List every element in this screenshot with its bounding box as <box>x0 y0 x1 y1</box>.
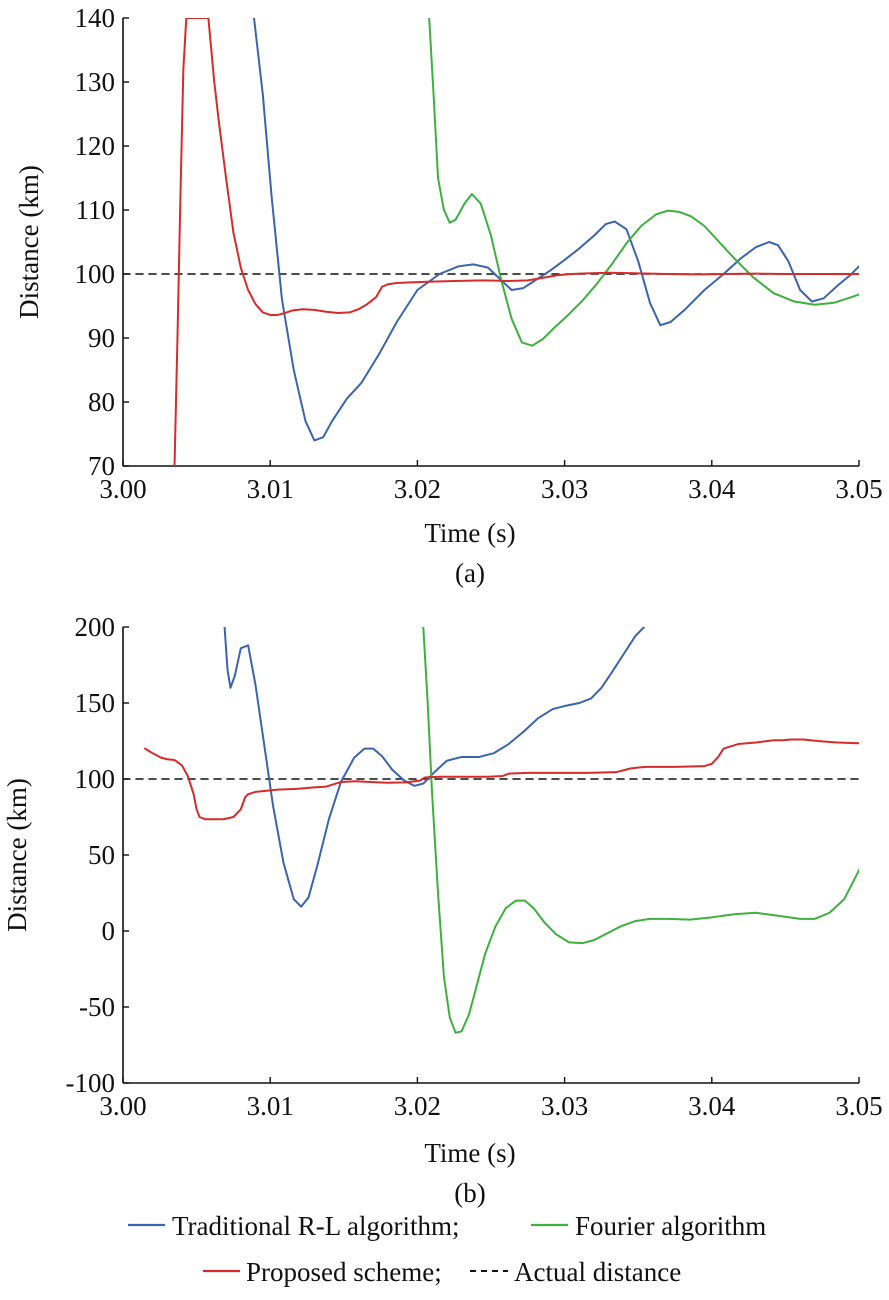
legend-label-fourier: Fourier algorithm <box>575 1211 766 1241</box>
x-tick-label: 3.05 <box>835 474 882 504</box>
panel-label-a: (a) <box>455 558 485 588</box>
axes-b <box>122 627 859 1084</box>
x-tick-label: 3.00 <box>99 474 146 504</box>
ticks-a: 70 80 90 100 110 120 130 140 3.00 3.01 3.02 3.03 3.0… <box>75 3 883 504</box>
x-tick-label: 3.04 <box>688 474 736 504</box>
panel-label-b: (b) <box>454 1178 485 1208</box>
series-line-fourier-a <box>428 18 859 347</box>
series-line-rl-a <box>253 18 859 442</box>
x-tick-label: 3.05 <box>835 1091 882 1121</box>
y-tick-label: 100 <box>75 764 116 794</box>
y-tick-label: 140 <box>75 3 116 33</box>
x-tick-label: 3.01 <box>247 1091 294 1121</box>
x-tick-label: 3.01 <box>247 474 294 504</box>
y-tick-label: 0 <box>102 916 116 946</box>
y-tick-label: 120 <box>75 131 116 161</box>
y-tick-label: 100 <box>75 259 116 289</box>
series-a <box>123 18 859 466</box>
x-axis-label-a: Time (s) <box>424 518 515 548</box>
y-tick-label: 50 <box>88 840 115 870</box>
x-tick-label: 3.03 <box>541 1091 588 1121</box>
axes-a <box>122 18 859 467</box>
y-tick-label: 150 <box>75 688 116 718</box>
series-b <box>123 627 859 1034</box>
y-tick-label: -50 <box>79 992 115 1022</box>
y-tick-label: 90 <box>88 323 115 353</box>
chart-panel-a: 70 80 90 100 110 120 130 140 3.00 3.01 3.02 3.03 3.0… <box>14 3 883 588</box>
ticks-b: -100 -50 0 50 100 150 200 3.00 3.01 3.02 3.03 3.04 3… <box>66 612 883 1121</box>
y-tick-label: 70 <box>88 451 115 481</box>
series-line-proposed-a <box>173 18 859 466</box>
series-line-fourier-b <box>422 627 859 1034</box>
y-tick-label: 110 <box>76 195 116 225</box>
y-tick-label: 130 <box>75 67 116 97</box>
y-tick-label: 200 <box>75 612 116 642</box>
y-axis-label-b: Distance (km) <box>2 778 32 932</box>
x-tick-label: 3.03 <box>541 474 588 504</box>
x-tick-label: 3.02 <box>394 1091 441 1121</box>
x-tick-label: 3.00 <box>99 1091 146 1121</box>
legend-label-rl: Traditional R-L algorithm; <box>172 1211 459 1241</box>
x-tick-label: 3.02 <box>394 474 441 504</box>
y-axis-label-a: Distance (km) <box>14 165 44 319</box>
legend: Traditional R-L algorithm; Fourier algor… <box>128 1211 766 1287</box>
legend-label-actual: Actual distance <box>514 1257 681 1287</box>
x-axis-label-b: Time (s) <box>424 1138 515 1168</box>
chart-panel-b: -100 -50 0 50 100 150 200 3.00 3.01 3.02 3.03 3.04 3… <box>2 612 883 1208</box>
series-line-proposed-b <box>144 738 859 821</box>
y-tick-label: 80 <box>88 387 115 417</box>
y-tick-label: -100 <box>66 1068 116 1098</box>
series-line-rl-b <box>223 627 646 908</box>
x-tick-label: 3.04 <box>688 1091 736 1121</box>
legend-label-proposed: Proposed scheme; <box>246 1257 442 1287</box>
